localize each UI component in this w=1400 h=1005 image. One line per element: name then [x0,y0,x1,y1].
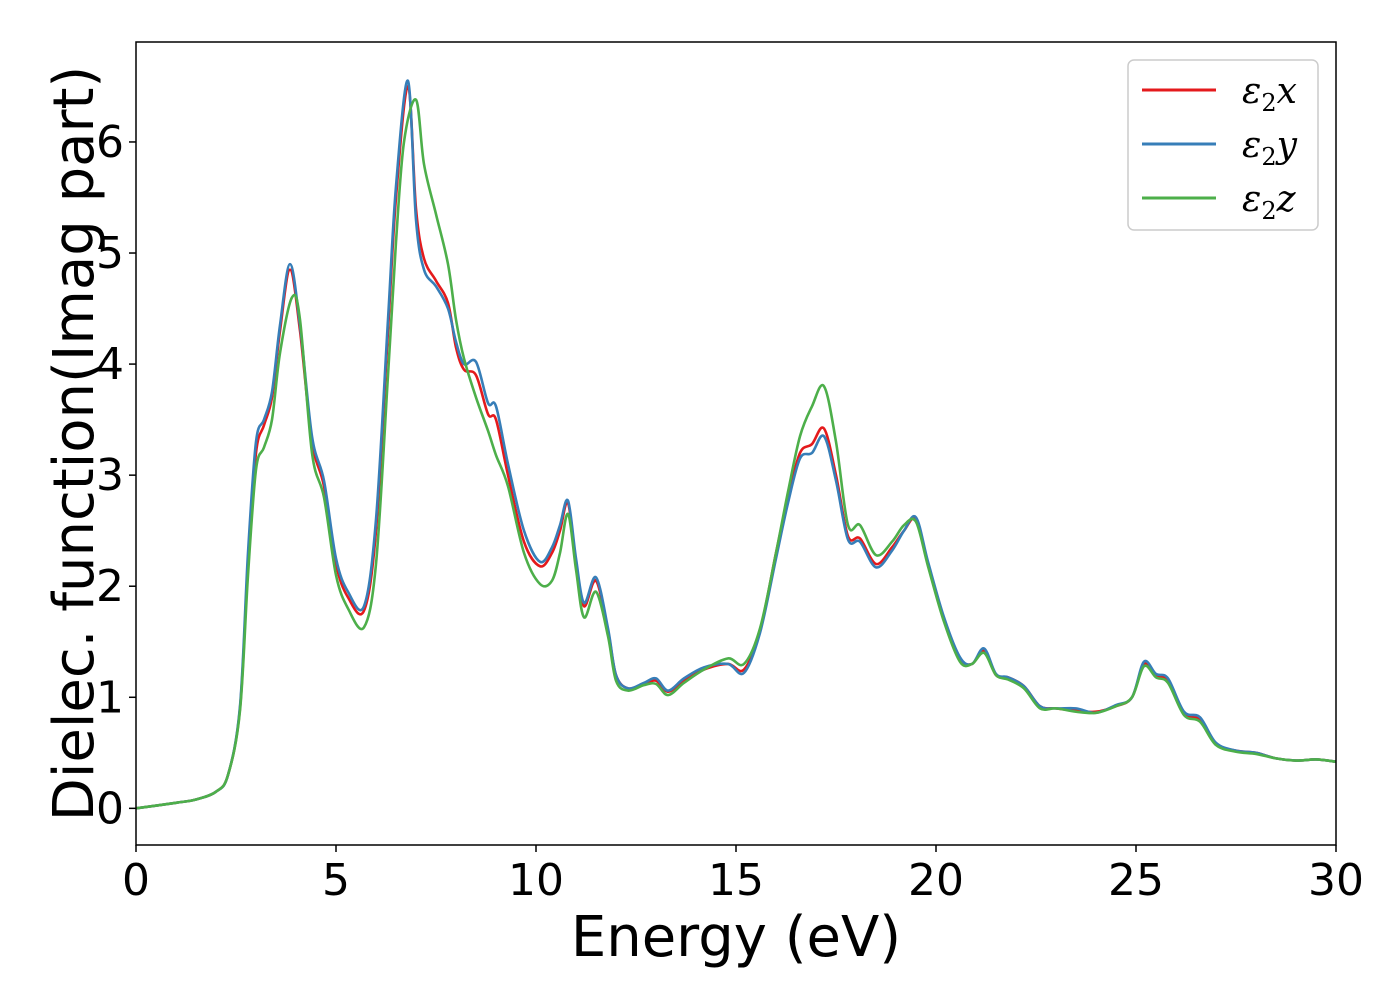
y-tick-label: 4 [96,339,124,390]
legend-item-x: ε2x [1142,71,1297,117]
legend-label: ε2z [1242,179,1297,225]
y-axis-title: Dielec. function(Imag part) [42,66,107,822]
y-tick-label: 6 [96,117,124,168]
legend-box [1127,59,1319,231]
y-tick-label: 1 [96,672,124,723]
x-tick-label: 20 [908,855,964,906]
legend-item-y: ε2y [1142,125,1298,171]
series-layer [136,79,1336,810]
series-line-z [136,98,1336,810]
x-tick-label: 15 [708,855,764,906]
x-axis-title: Energy (eV) [571,905,901,970]
y-tick-label: 5 [96,228,124,279]
x-tick-label: 30 [1308,855,1364,906]
y-tick-label: 0 [96,783,124,834]
legend-item-z: ε2z [1142,179,1297,225]
legend: ε2x ε2y ε2z [1127,59,1319,231]
y-tick-label: 2 [96,561,124,612]
legend-label: ε2y [1242,125,1298,171]
y-ticks: 0 1 2 3 4 5 6 [96,117,136,834]
x-tick-label: 5 [322,855,350,906]
x-tick-label: 25 [1108,855,1164,906]
x-tick-label: 0 [122,855,150,906]
legend-label: ε2x [1242,71,1297,117]
x-tick-label: 10 [508,855,564,906]
x-ticks: 0 5 10 15 20 25 30 [122,845,1364,906]
series-line-y [136,79,1336,810]
y-tick-label: 3 [96,450,124,501]
